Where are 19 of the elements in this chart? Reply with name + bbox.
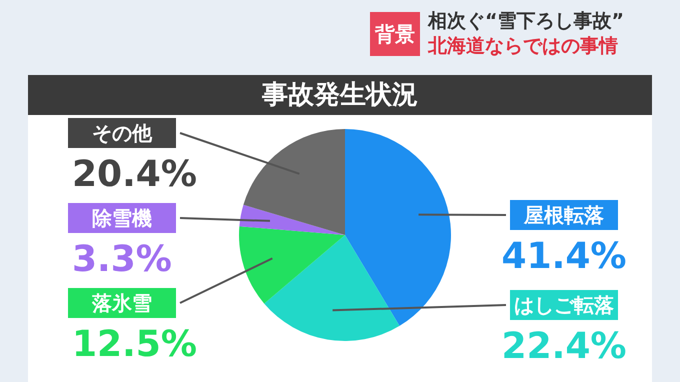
chart-title: 事故発生状況 <box>28 75 652 115</box>
pie-slice <box>239 204 345 235</box>
text: 相次ぐ“雪下ろし事故” <box>428 9 624 34</box>
text: 北海道ならではの事情 <box>428 34 618 59</box>
text: 背景 <box>370 12 420 56</box>
data-label: 22.4% <box>502 326 626 367</box>
slice-label: 除雪機 <box>92 206 152 230</box>
pie-slice <box>243 129 345 235</box>
data-label: 3.3% <box>72 239 172 280</box>
slice-label: 落氷雪 <box>91 291 152 315</box>
slice-label: 屋根転落 <box>523 203 604 227</box>
data-label: 12.5% <box>72 324 197 365</box>
slice-label: その他 <box>92 121 153 145</box>
slice-label: はしご転落 <box>514 293 614 317</box>
data-label: 20.4% <box>72 154 197 195</box>
data-label: 41.4% <box>502 236 626 277</box>
pie-slice <box>345 129 451 326</box>
pie-slice <box>239 226 345 304</box>
pie-slice <box>264 235 400 341</box>
